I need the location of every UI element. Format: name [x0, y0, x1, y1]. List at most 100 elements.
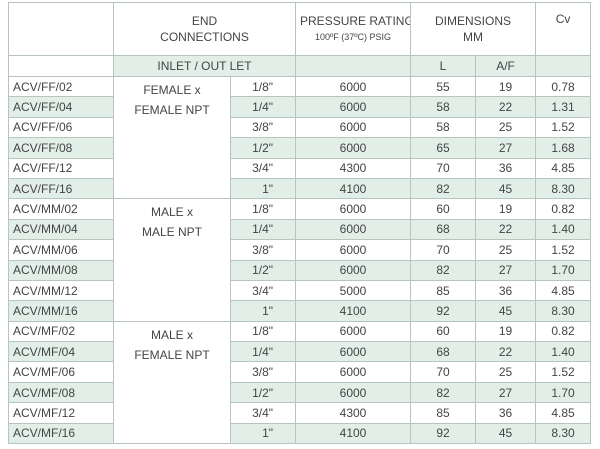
cell: 6000 [295, 198, 412, 220]
cell: 6000 [295, 218, 412, 241]
cell: 27 [475, 137, 537, 159]
table-row: ACV/FF/06 3/8" 6000 58 25 1.52 [8, 116, 592, 139]
cell: ACV/FF/02 [8, 75, 114, 98]
cell: 60 [410, 198, 477, 220]
header-subtext: 100ºF (37ºC) PSIG [314, 32, 392, 42]
table-row: ACV/MM/06 3/8" 6000 70 25 1.52 [8, 239, 592, 261]
table-body: ACV/FF/02 FEMALE x FEMALE NPT 1/8" 6000 55 19 0… [8, 75, 592, 445]
cell: ACV/FF/16 [8, 177, 114, 200]
header-cell [295, 55, 412, 77]
cell: 55 [410, 75, 477, 98]
cell: 6000 [295, 75, 412, 98]
table-row: ACV/FF/16 1" 4100 82 45 8.30 [8, 177, 592, 200]
cell: 70 [410, 157, 477, 179]
cell: 1.52 [535, 116, 592, 139]
cell: 1" [229, 300, 297, 322]
cell: 1.52 [535, 361, 592, 383]
cell: 45 [475, 422, 537, 445]
cell: ACV/FF/12 [8, 157, 114, 179]
cell: 1" [229, 422, 297, 445]
cell: 6000 [295, 341, 412, 363]
cell: 5000 [295, 279, 412, 302]
cell: 1/4" [229, 96, 297, 118]
cell: ACV/MF/02 [8, 320, 114, 343]
table-row: ACV/MF/12 3/4" 4300 85 36 4.85 [8, 402, 592, 424]
cell: 6000 [295, 137, 412, 159]
cell: ACV/MM/16 [8, 300, 114, 322]
cell: 68 [410, 218, 477, 241]
cell: 6000 [295, 381, 412, 404]
connection-text: MALE NPT [141, 225, 202, 240]
table-row: ACV/MM/16 1" 4100 92 45 8.30 [8, 300, 592, 322]
cell: 58 [410, 96, 477, 118]
table-row: ACV/MF/06 3/8" 6000 70 25 1.52 [8, 361, 592, 383]
table-row: ACV/MM/02 MALE x MALE NPT 1/8" 6000 60 19 0.82 [8, 198, 592, 322]
connection-text: FEMALE NPT [134, 103, 210, 117]
table-row: ACV/MF/04 1/4" 6000 68 22 1.40 [8, 341, 592, 363]
cell: 92 [410, 422, 477, 445]
table-row: ACV/FF/12 3/4" 4300 70 36 4.85 [8, 157, 592, 179]
cell: 45 [475, 300, 537, 322]
cell: 4100 [295, 177, 412, 200]
table-row: ACV/MF/16 1" 4100 92 45 8.30 [8, 422, 592, 445]
cell: 70 [410, 361, 477, 383]
cell: ACV/MM/06 [8, 239, 114, 261]
cell: ACV/MF/12 [8, 402, 114, 424]
cell: 25 [475, 116, 537, 139]
cell: 1/2" [229, 259, 297, 281]
cell: 3/4" [229, 157, 297, 179]
cell: 0.78 [535, 75, 592, 98]
cell: 0.82 [535, 320, 592, 343]
cell: ACV/MM/02 [8, 198, 114, 220]
cell: 6000 [295, 116, 412, 139]
table-row: ACV/FF/04 1/4" 6000 58 22 1.31 [8, 96, 592, 118]
cell: 19 [475, 75, 537, 98]
header-cell: INLET / OUT LET [112, 55, 297, 77]
header-text: CONNECTIONS [160, 30, 249, 44]
cell: 85 [410, 279, 477, 302]
header-cell [8, 2, 114, 56]
cell: 6000 [295, 320, 412, 343]
cell: 3/4" [229, 402, 297, 424]
cell: 82 [410, 177, 477, 200]
cell: 1/4" [229, 341, 297, 363]
connection-cell: MALE x MALE NPT [113, 198, 231, 322]
subheader-row: INLET / OUT LET L A/F [8, 55, 592, 77]
cell: 4.85 [535, 402, 592, 424]
cell: 8.30 [535, 300, 592, 322]
table-row: ACV/MF/08 1/2" 6000 82 27 1.70 [8, 381, 592, 404]
cell: 3/8" [229, 116, 297, 139]
header-cell [8, 55, 114, 77]
cell: 36 [475, 402, 537, 424]
cell: 8.30 [535, 422, 592, 445]
cell: ACV/FF/04 [8, 96, 114, 118]
cell: ACV/MF/08 [8, 381, 114, 404]
cell: ACV/MF/06 [8, 361, 114, 383]
header-cell: PRESSURE RATING 100ºF (37ºC) PSIG [295, 2, 412, 56]
cell: 1/8" [229, 320, 297, 343]
header-text: END [191, 14, 218, 28]
cell: ACV/MF/04 [8, 341, 114, 363]
cell: 25 [475, 239, 537, 261]
table-row: ACV/FF/02 FEMALE x FEMALE NPT 1/8" 6000 55 19 0… [8, 75, 592, 200]
connection-cell: MALE x FEMALE NPT [113, 320, 231, 445]
header-cell: L [410, 55, 477, 77]
table-row: ACV/MM/08 1/2" 6000 82 27 1.70 [8, 259, 592, 281]
header-text: DIMENSIONS [435, 14, 512, 28]
header-row: END CONNECTIONS PRESSURE RATING 100ºF (37º… [8, 2, 592, 56]
cell: 22 [475, 218, 537, 241]
cell: 25 [475, 361, 537, 383]
cell: 3/4" [229, 279, 297, 302]
header-text: MM [463, 30, 484, 44]
cell: 1.40 [535, 218, 592, 241]
table-row: ACV/MF/02 MALE x FEMALE NPT 1/8" 6000 60 19 0.8… [8, 320, 592, 445]
cell: 45 [475, 177, 537, 200]
connection-text: FEMALE x [143, 83, 201, 97]
cell: 4300 [295, 157, 412, 179]
cell: 1.40 [535, 341, 592, 363]
cell: 85 [410, 402, 477, 424]
cell: 68 [410, 341, 477, 363]
cell: 27 [475, 381, 537, 404]
cell: 6000 [295, 361, 412, 383]
